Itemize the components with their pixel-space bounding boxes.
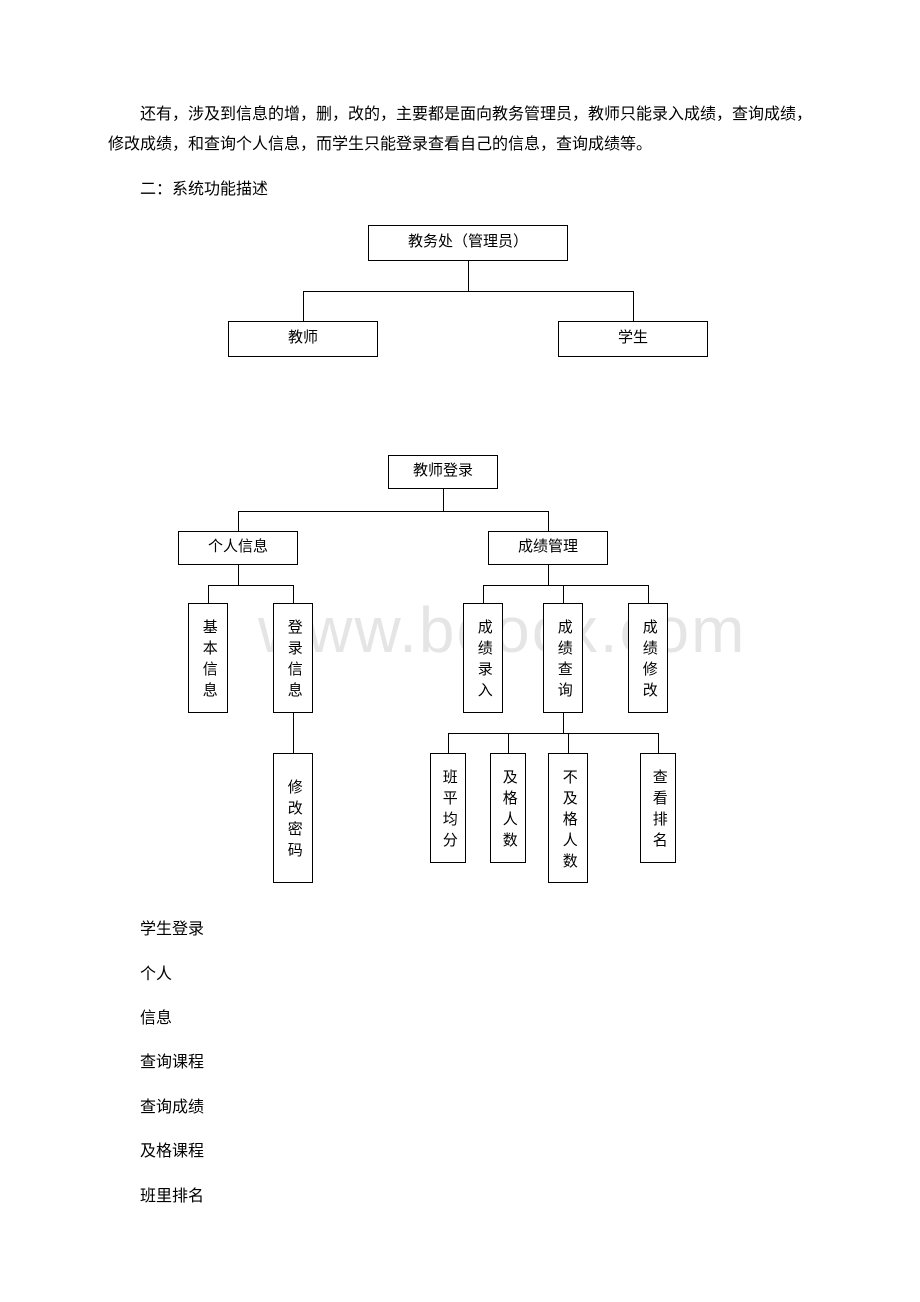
node-fail-count: 不及格人数 <box>548 753 588 883</box>
body-paragraph: 还有，涉及到信息的增，删，改的，主要都是面向教务管理员，教师只能录入成绩，查询成… <box>108 100 812 161</box>
node-login-info: 登录信息 <box>273 603 313 713</box>
list-item: 学生登录 <box>108 915 812 945</box>
list-item: 查询课程 <box>108 1048 812 1078</box>
node-class-avg: 班平均分 <box>430 753 466 863</box>
diagram-teacher-tree: www.bdocx.com 教师登录 个人信息 成绩管理 基本信息 登录信息 成… <box>148 455 768 895</box>
node-grade-modify: 成绩修改 <box>628 603 668 713</box>
node-grade-query: 成绩查询 <box>543 603 583 713</box>
node-admin: 教务处（管理员） <box>368 225 568 261</box>
node-change-password: 修改密码 <box>273 753 313 883</box>
list-item: 个人 <box>108 960 812 990</box>
list-item: 班里排名 <box>108 1182 812 1212</box>
node-view-rank: 查看排名 <box>640 753 676 863</box>
node-personal-info: 个人信息 <box>178 531 298 565</box>
node-teacher-login: 教师登录 <box>388 455 498 489</box>
student-list: 学生登录 个人 信息 查询课程 查询成绩 及格课程 班里排名 <box>108 915 812 1212</box>
diagram-admin-hierarchy: 教务处（管理员） 教师 学生 <box>188 225 748 385</box>
section-heading: 二：系统功能描述 <box>108 175 812 205</box>
list-item: 查询成绩 <box>108 1093 812 1123</box>
node-grade-input: 成绩录入 <box>463 603 503 713</box>
node-teacher: 教师 <box>228 321 378 357</box>
node-student: 学生 <box>558 321 708 357</box>
node-grade-mgmt: 成绩管理 <box>488 531 608 565</box>
node-pass-count: 及格人数 <box>490 753 526 863</box>
list-item: 及格课程 <box>108 1137 812 1167</box>
node-basic-info: 基本信息 <box>188 603 228 713</box>
list-item: 信息 <box>108 1004 812 1034</box>
